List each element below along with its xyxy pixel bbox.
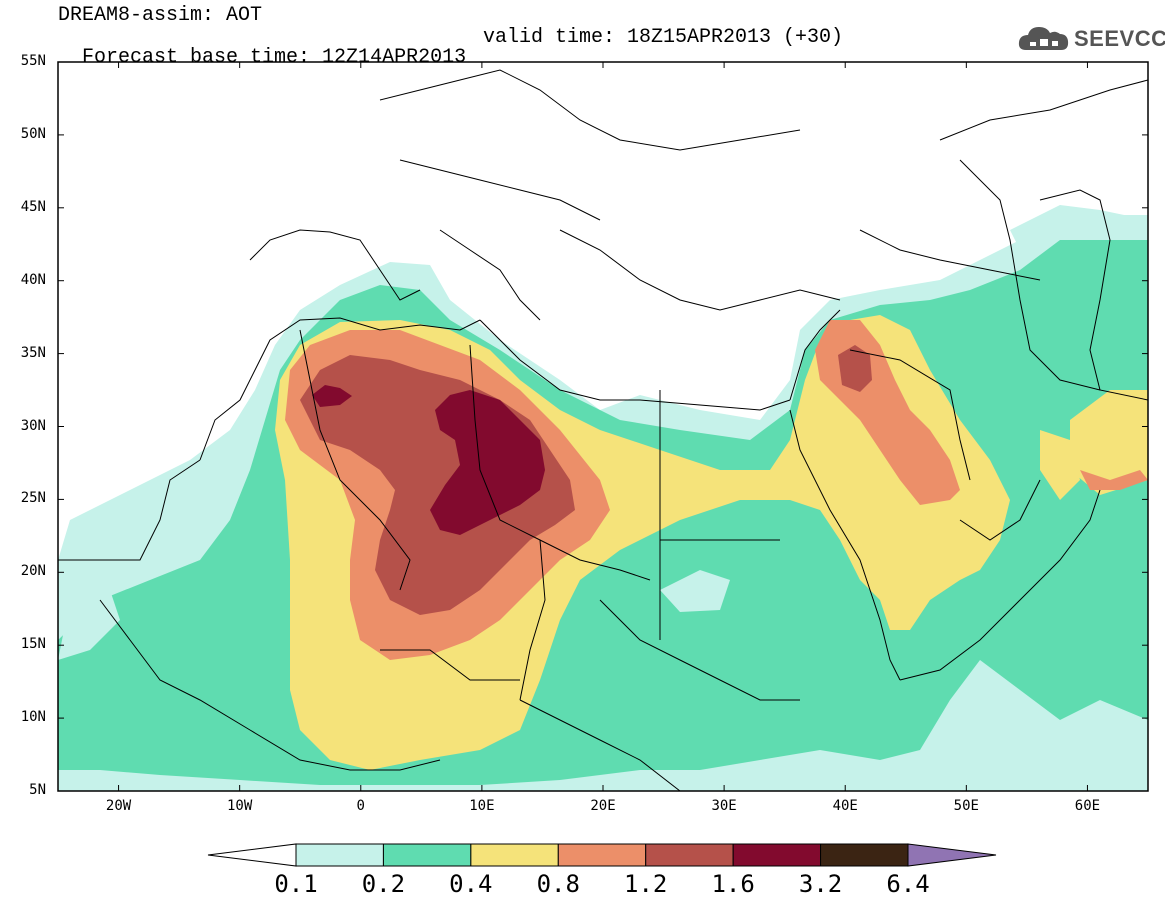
lon-tick-label: 10W xyxy=(227,798,253,814)
cloud-icon xyxy=(1018,27,1069,50)
lat-tick-label: 10N xyxy=(20,709,46,726)
colorbar-label: 1.6 xyxy=(711,870,755,898)
colorbar-label: 1.2 xyxy=(624,870,668,898)
colorbar-cell xyxy=(382,843,472,867)
lat-tick-label: 50N xyxy=(20,125,46,142)
colorbar-label: 0.2 xyxy=(361,870,406,898)
colorbar-cell xyxy=(820,843,909,867)
lat-tick-label: 20N xyxy=(20,563,46,580)
colorbar-label: 0.4 xyxy=(449,870,493,898)
colorbar-cell xyxy=(645,843,734,867)
colorbar-cell xyxy=(207,843,297,867)
aot-low-pockets xyxy=(58,570,730,660)
lon-tick-label: 30E xyxy=(711,798,737,814)
aot-level-1.6 xyxy=(312,385,545,535)
lat-tick-label: 30N xyxy=(20,417,46,434)
lon-tick-label: 0 xyxy=(356,798,365,814)
map-title: DREAM8-assim: AOT xyxy=(58,4,263,27)
lat-tick-label: 40N xyxy=(20,271,46,288)
colorbar-cell xyxy=(557,843,647,867)
lat-tick-label: 55N xyxy=(20,53,46,69)
lat-tick-label: 45N xyxy=(20,198,46,215)
lon-tick-label: 20E xyxy=(590,798,616,814)
coastlines-borders xyxy=(58,69,1148,791)
colorbar-cell xyxy=(470,843,559,867)
tick-marks xyxy=(58,61,1148,792)
logo-text: SEEVCCC xyxy=(1074,26,1165,51)
colorbar-label: 0.1 xyxy=(274,870,318,898)
lon-tick-label: 40E xyxy=(832,798,858,814)
colorbar-label: 6.4 xyxy=(886,870,930,898)
lat-tick-label: 25N xyxy=(20,490,46,507)
lat-tick-label: 15N xyxy=(20,636,46,653)
lon-tick-label: 20W xyxy=(105,798,132,814)
colorbar-cell xyxy=(295,843,384,867)
lat-tick-label: 35N xyxy=(20,344,46,361)
seevccc-logo: SEEVCCC xyxy=(1016,22,1165,56)
colorbar-label: 0.8 xyxy=(536,870,580,898)
lon-tick-label: 10E xyxy=(469,798,495,814)
valid-time: valid time: 18Z15APR2013 (+30) xyxy=(483,26,844,49)
colorbar-label: 3.2 xyxy=(798,870,843,898)
colorbar-cell xyxy=(732,843,822,867)
lon-tick-label: 60E xyxy=(1074,798,1101,814)
lat-tick-label: 5N xyxy=(29,782,46,798)
lon-tick-label: 50E xyxy=(953,798,979,814)
colorbar-cell xyxy=(907,843,997,867)
